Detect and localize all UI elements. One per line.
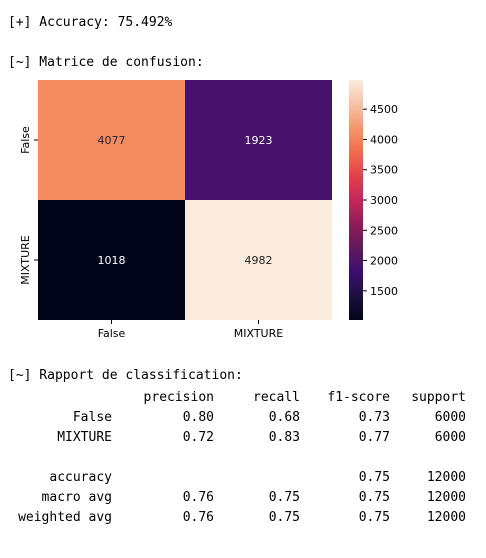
column-label: MIXTURE	[234, 327, 283, 340]
heatmap-cell-value: 4077	[98, 134, 126, 147]
heatmap-column-labels: False MIXTURE	[98, 320, 283, 340]
report-cell: 0.76	[182, 490, 214, 505]
heatmap-cell-value: 1923	[245, 134, 273, 147]
report-cell: 0.75	[268, 490, 300, 505]
colorbar-bar	[349, 80, 363, 320]
report-cell: accuracy	[49, 470, 112, 485]
heatmap-cell	[38, 80, 185, 200]
report-cell: 0.83	[268, 430, 300, 445]
report-cell: 0.80	[182, 410, 214, 425]
colorbar-tick-label: 4500	[370, 103, 398, 116]
report-cell: 12000	[426, 490, 466, 505]
report-cell: 6000	[434, 410, 466, 425]
report-cell: 12000	[426, 510, 466, 525]
row-label: False	[19, 126, 32, 154]
report-cell: False	[72, 410, 112, 425]
colorbar-tick-label: 1500	[370, 285, 398, 298]
heatmap-cell	[38, 200, 185, 320]
report-cell: 0.72	[182, 430, 214, 445]
report-header-cell: support	[411, 390, 466, 405]
report-header-cell: precision	[143, 390, 214, 405]
report-header-cell: recall	[253, 390, 300, 405]
report-cell: 0.73	[358, 410, 390, 425]
report-cell: 0.68	[268, 410, 300, 425]
colorbar-tick-label: 4000	[370, 133, 398, 146]
report-cell: 6000	[434, 430, 466, 445]
heatmap-cell-value: 1018	[98, 254, 126, 267]
report-cell: 0.75	[358, 510, 390, 525]
heatmap-cells: 4077 1923 1018 4982	[38, 80, 332, 320]
report-cell: 0.77	[358, 430, 390, 445]
report-cell: macro avg	[41, 490, 112, 505]
report-header-cell: f1-score	[327, 390, 390, 405]
heatmap-cell	[185, 80, 332, 200]
report-cell: weighted avg	[18, 510, 112, 525]
column-label: False	[98, 327, 126, 340]
row-label: MIXTURE	[19, 235, 32, 284]
heatmap-cell-value: 4982	[245, 254, 273, 267]
colorbar-tick-label: 3500	[370, 164, 398, 177]
heatmap-cell	[185, 200, 332, 320]
colorbar: 1500 2000 2500 3000 3500 4000 4500	[349, 80, 398, 320]
colorbar-tick-label: 2000	[370, 255, 398, 268]
report-cell: 0.75	[358, 470, 390, 485]
classification-report-title: [~] Rapport de classification:	[8, 368, 243, 383]
report-cell: MIXTURE	[57, 430, 112, 445]
report-cell: 0.76	[182, 510, 214, 525]
report-cell: 12000	[426, 470, 466, 485]
confusion-matrix-title: [~] Matrice de confusion:	[8, 55, 204, 70]
report-cell: 0.75	[358, 490, 390, 505]
accuracy-line: [+] Accuracy: 75.492%	[8, 15, 173, 30]
confusion-matrix-heatmap: 4077 1923 1018 4982 False MIXTURE False MIXTU…	[19, 80, 398, 340]
heatmap-row-labels: False MIXTURE	[19, 126, 38, 285]
report-cell: 0.75	[268, 510, 300, 525]
colorbar-tick-label: 2500	[370, 224, 398, 237]
colorbar-tick-label: 3000	[370, 194, 398, 207]
